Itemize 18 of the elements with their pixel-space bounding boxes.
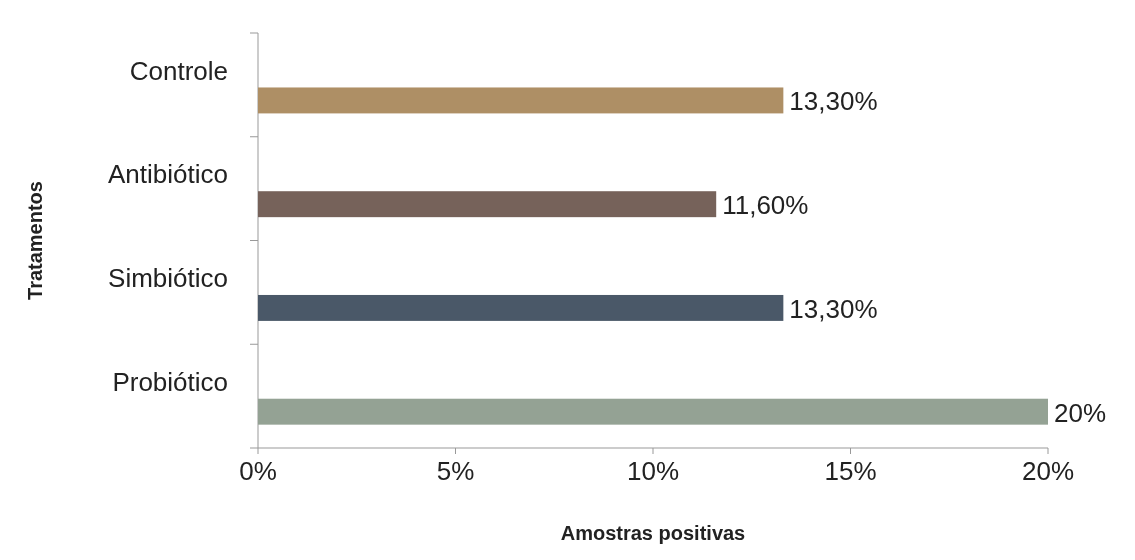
x-tick-label: 20% <box>1021 456 1075 486</box>
x-tick-label: 10% <box>626 456 680 486</box>
data-label: 13,30% <box>789 293 878 324</box>
data-label: 20% <box>1054 397 1107 428</box>
y-tick-label: Antibiótico <box>108 159 228 190</box>
x-tick-label: 15% <box>824 456 877 486</box>
y-tick-label: Probiótico <box>112 366 228 397</box>
bar <box>258 294 784 321</box>
bar <box>258 87 784 114</box>
x-tick-label: 0% <box>239 456 277 486</box>
data-label: 11,60% <box>722 190 809 221</box>
data-label: 13,30% <box>789 86 878 117</box>
bar <box>258 191 717 218</box>
x-axis-title: Amostras positivas <box>560 522 746 544</box>
x-tick-label: 5% <box>436 456 475 486</box>
y-tick-label: Simbiótico <box>108 263 228 294</box>
y-axis-title: Tratamentos <box>24 181 46 300</box>
y-tick-label: Controle <box>129 55 228 86</box>
